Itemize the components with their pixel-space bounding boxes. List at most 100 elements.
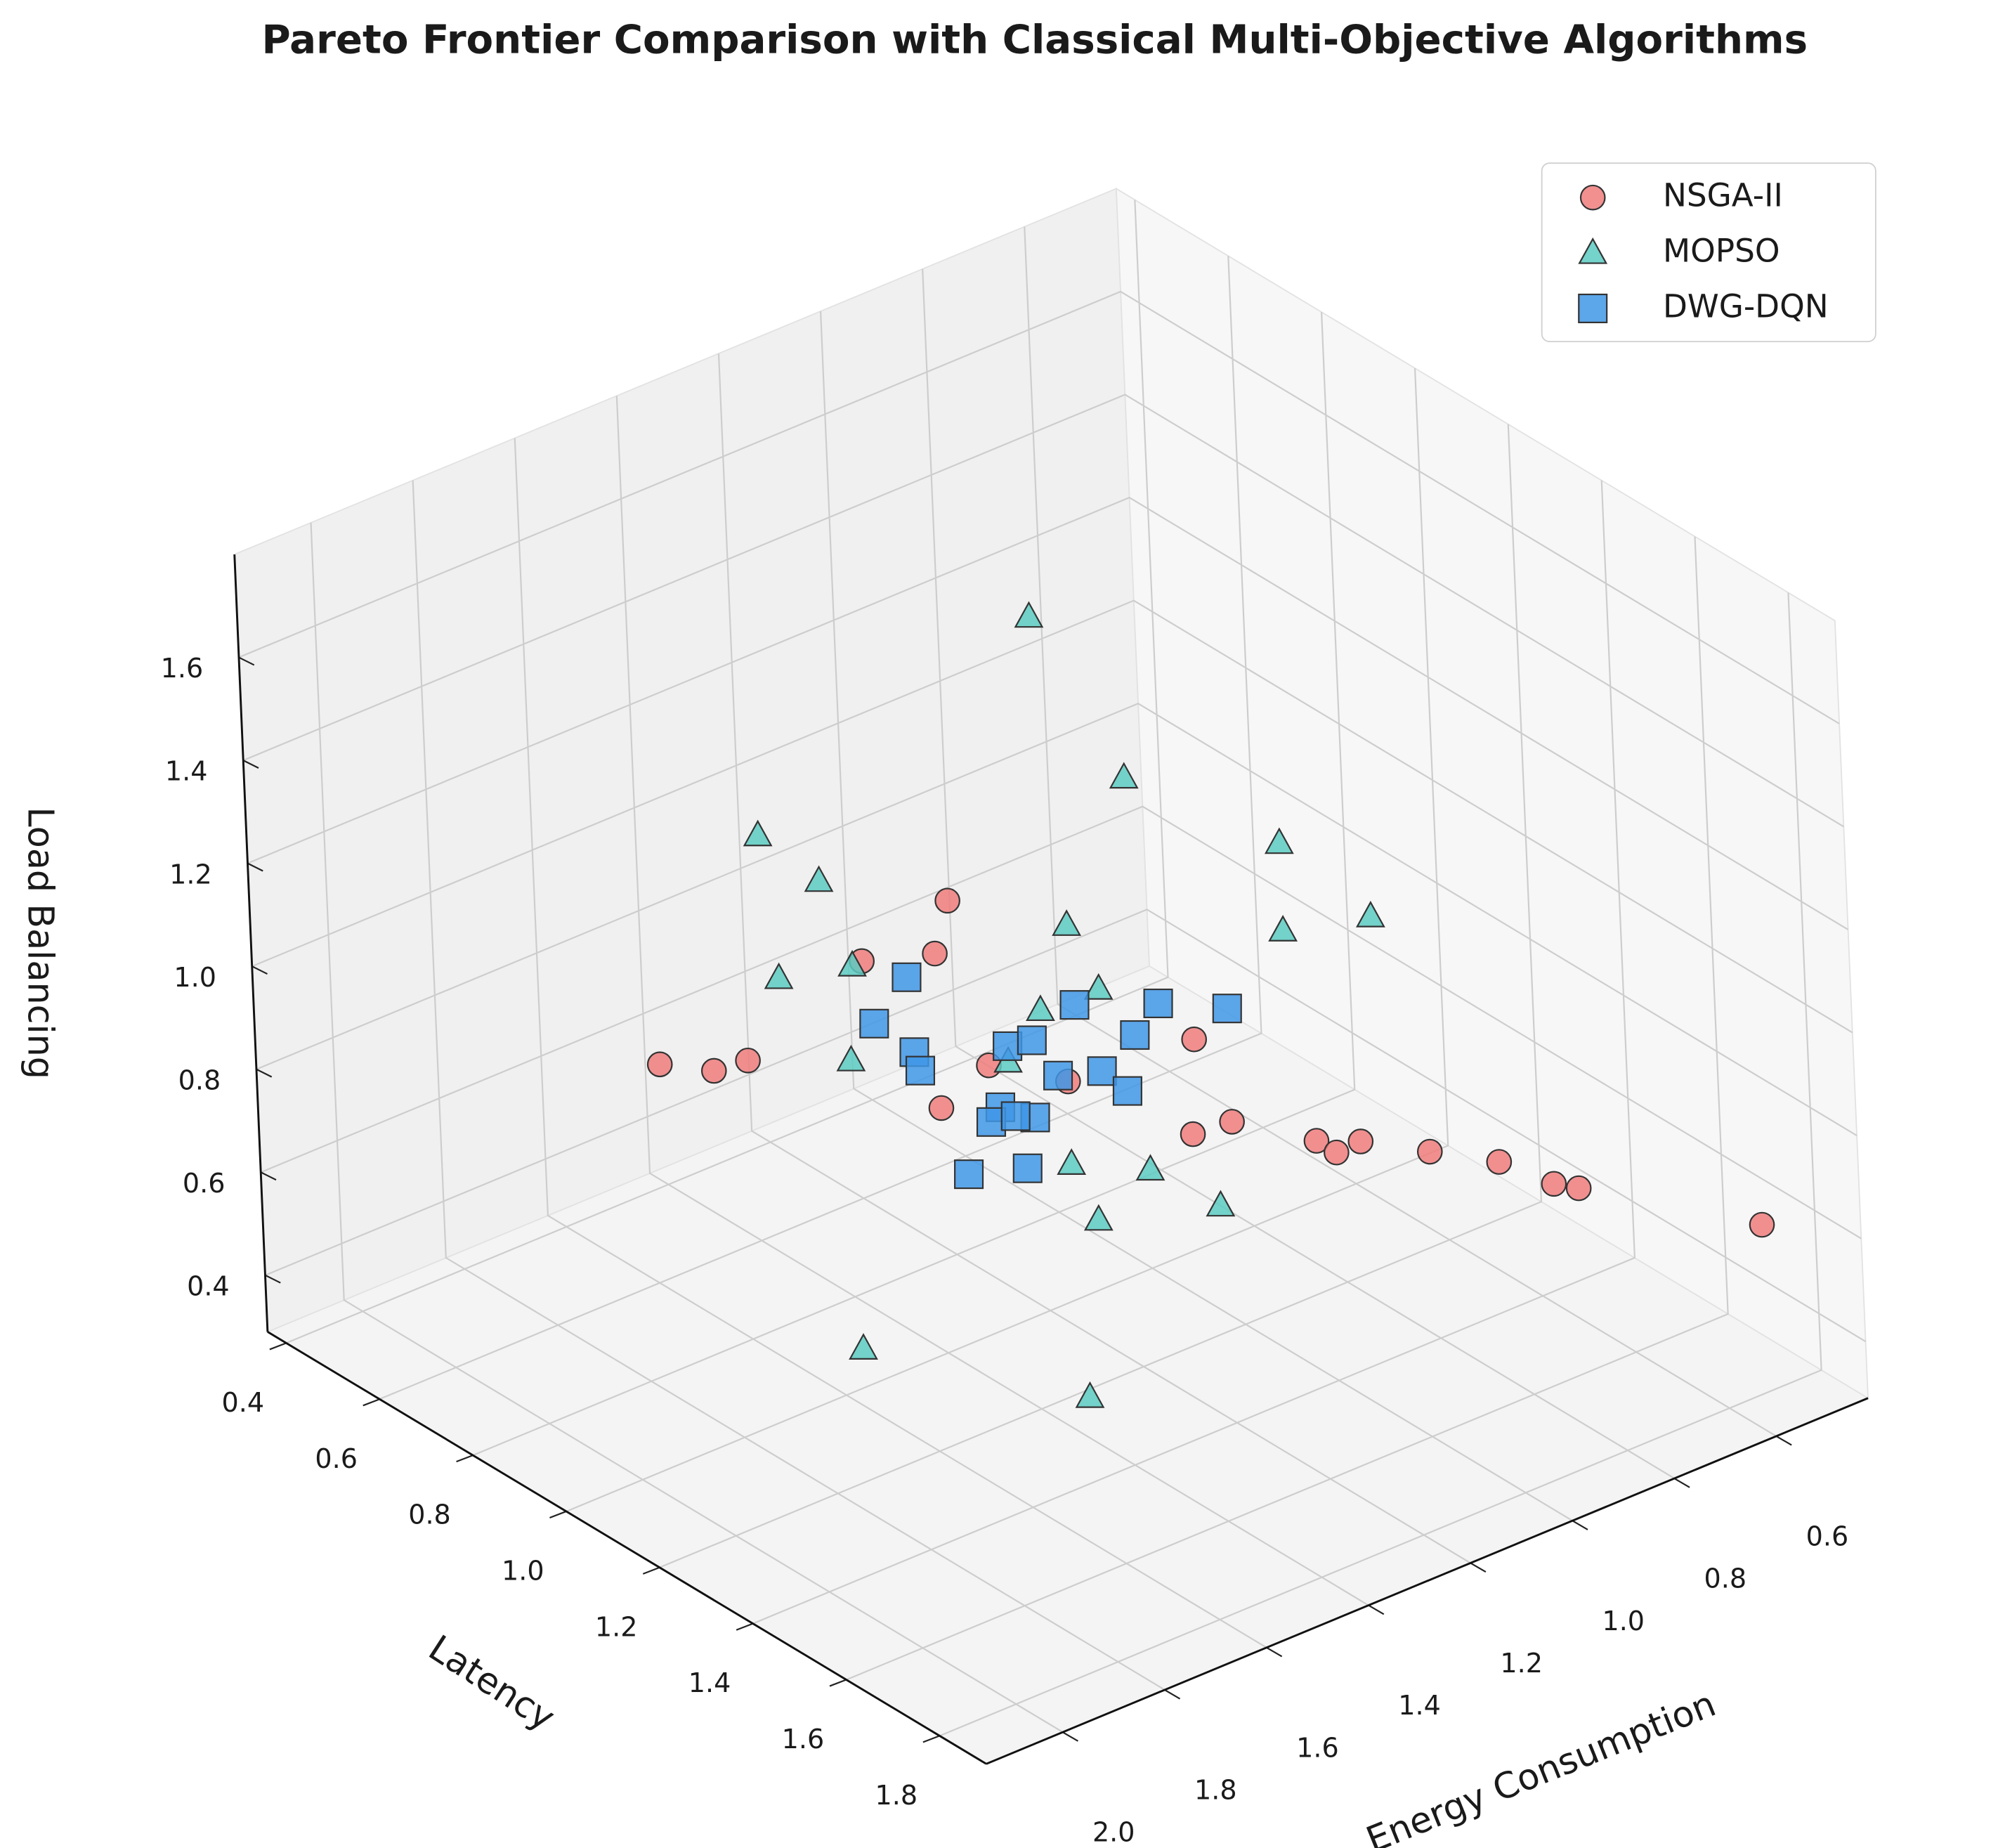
x-tick (1266, 1646, 1283, 1658)
y-tick-label: 0.8 (408, 1499, 451, 1530)
point (1135, 1154, 1166, 1181)
point (1057, 1148, 1087, 1175)
legend-box (1541, 162, 1876, 343)
grid-line (514, 438, 1267, 1648)
point (849, 1333, 878, 1360)
point (1749, 1211, 1775, 1238)
z-tick-label: 1.6 (161, 653, 204, 684)
grid-line (238, 290, 1840, 724)
point (1565, 1175, 1592, 1202)
grid-line (285, 200, 1169, 1344)
grid-line (615, 396, 1369, 1606)
z-tick (252, 965, 268, 975)
point (1083, 972, 1114, 1000)
legend-marker (1579, 184, 1606, 211)
legend-label: NSGA-II (1663, 177, 1783, 214)
legend-marker (1578, 237, 1608, 264)
point (1303, 1128, 1330, 1154)
grid-line (846, 536, 1729, 1681)
point (1083, 1204, 1114, 1231)
point (1043, 1060, 1073, 1091)
point (1181, 1026, 1208, 1053)
grid-line (659, 424, 1543, 1568)
grid-line (260, 805, 1862, 1239)
point (1143, 988, 1173, 1019)
series (646, 887, 1775, 1238)
point (1541, 1171, 1567, 1197)
grid-line (242, 393, 1844, 828)
y-tick (829, 1679, 847, 1687)
z-tick (256, 1068, 273, 1078)
y-tick (363, 1398, 380, 1407)
z-tick-label: 0.4 (187, 1270, 230, 1301)
x-tick-label: 0.6 (1806, 1521, 1849, 1551)
z-axis-label: Load Balancing (20, 807, 61, 1079)
y-tick-label: 1.2 (595, 1611, 638, 1642)
point (1014, 601, 1044, 628)
point (905, 1055, 936, 1086)
point (928, 1095, 955, 1121)
point (837, 949, 867, 977)
point (1180, 1121, 1206, 1147)
point (922, 940, 948, 967)
x-axis-line (986, 1397, 1869, 1765)
point (1416, 1138, 1443, 1165)
x-tick (1368, 1604, 1385, 1615)
y-tick (922, 1735, 940, 1743)
grid-line (256, 703, 1857, 1137)
y-tick (549, 1510, 567, 1519)
grid-line (922, 268, 1675, 1479)
point (1347, 1128, 1374, 1154)
z-tick (264, 1274, 281, 1284)
point (1059, 990, 1090, 1020)
y-tick (456, 1455, 474, 1463)
point (646, 1051, 673, 1078)
z-tick (238, 656, 255, 666)
point (954, 1159, 984, 1190)
z-tick (242, 760, 259, 769)
x-tick-label: 1.0 (1602, 1606, 1645, 1636)
y-tick-label: 0.4 (222, 1387, 265, 1418)
y-tick (642, 1566, 660, 1575)
z-axis-line (233, 554, 269, 1332)
grid-line (472, 312, 1356, 1457)
x-tick (1470, 1562, 1487, 1573)
y-tick-label: 1.4 (688, 1667, 731, 1698)
point (700, 1058, 727, 1084)
y-tick (269, 1342, 287, 1351)
point (1219, 1109, 1245, 1135)
x-tick-label: 0.8 (1704, 1563, 1747, 1594)
y-tick (736, 1622, 754, 1631)
grid-line (939, 592, 1822, 1737)
point (1264, 827, 1294, 854)
legend-label: MOPSO (1663, 233, 1780, 270)
grid-line (1024, 226, 1777, 1437)
point (1026, 994, 1055, 1022)
grid-line (310, 522, 1064, 1733)
x-tick (1062, 1731, 1079, 1742)
y-tick-label: 1.6 (782, 1724, 825, 1755)
z-tick (247, 862, 263, 872)
grid-line (819, 311, 1573, 1522)
grid-line (379, 256, 1262, 1400)
z-tick-label: 0.8 (178, 1065, 221, 1095)
point (934, 887, 960, 914)
point (1324, 1139, 1350, 1166)
legend-marker (1578, 293, 1608, 323)
x-tick (1673, 1478, 1690, 1488)
point (764, 962, 794, 989)
x-tick (1164, 1689, 1181, 1700)
chart-title: Pareto Frontier Comparison with Classica… (261, 17, 1808, 63)
point (1109, 762, 1139, 789)
point (1012, 1153, 1043, 1183)
point (735, 1047, 761, 1074)
point (1112, 1076, 1142, 1106)
z-tick-label: 1.4 (165, 756, 208, 787)
point (1000, 1101, 1031, 1131)
point (1486, 1149, 1513, 1175)
point (1075, 1381, 1105, 1408)
x-tick-label: 1.4 (1398, 1690, 1441, 1721)
grid-line (265, 909, 1867, 1343)
point (804, 865, 834, 892)
